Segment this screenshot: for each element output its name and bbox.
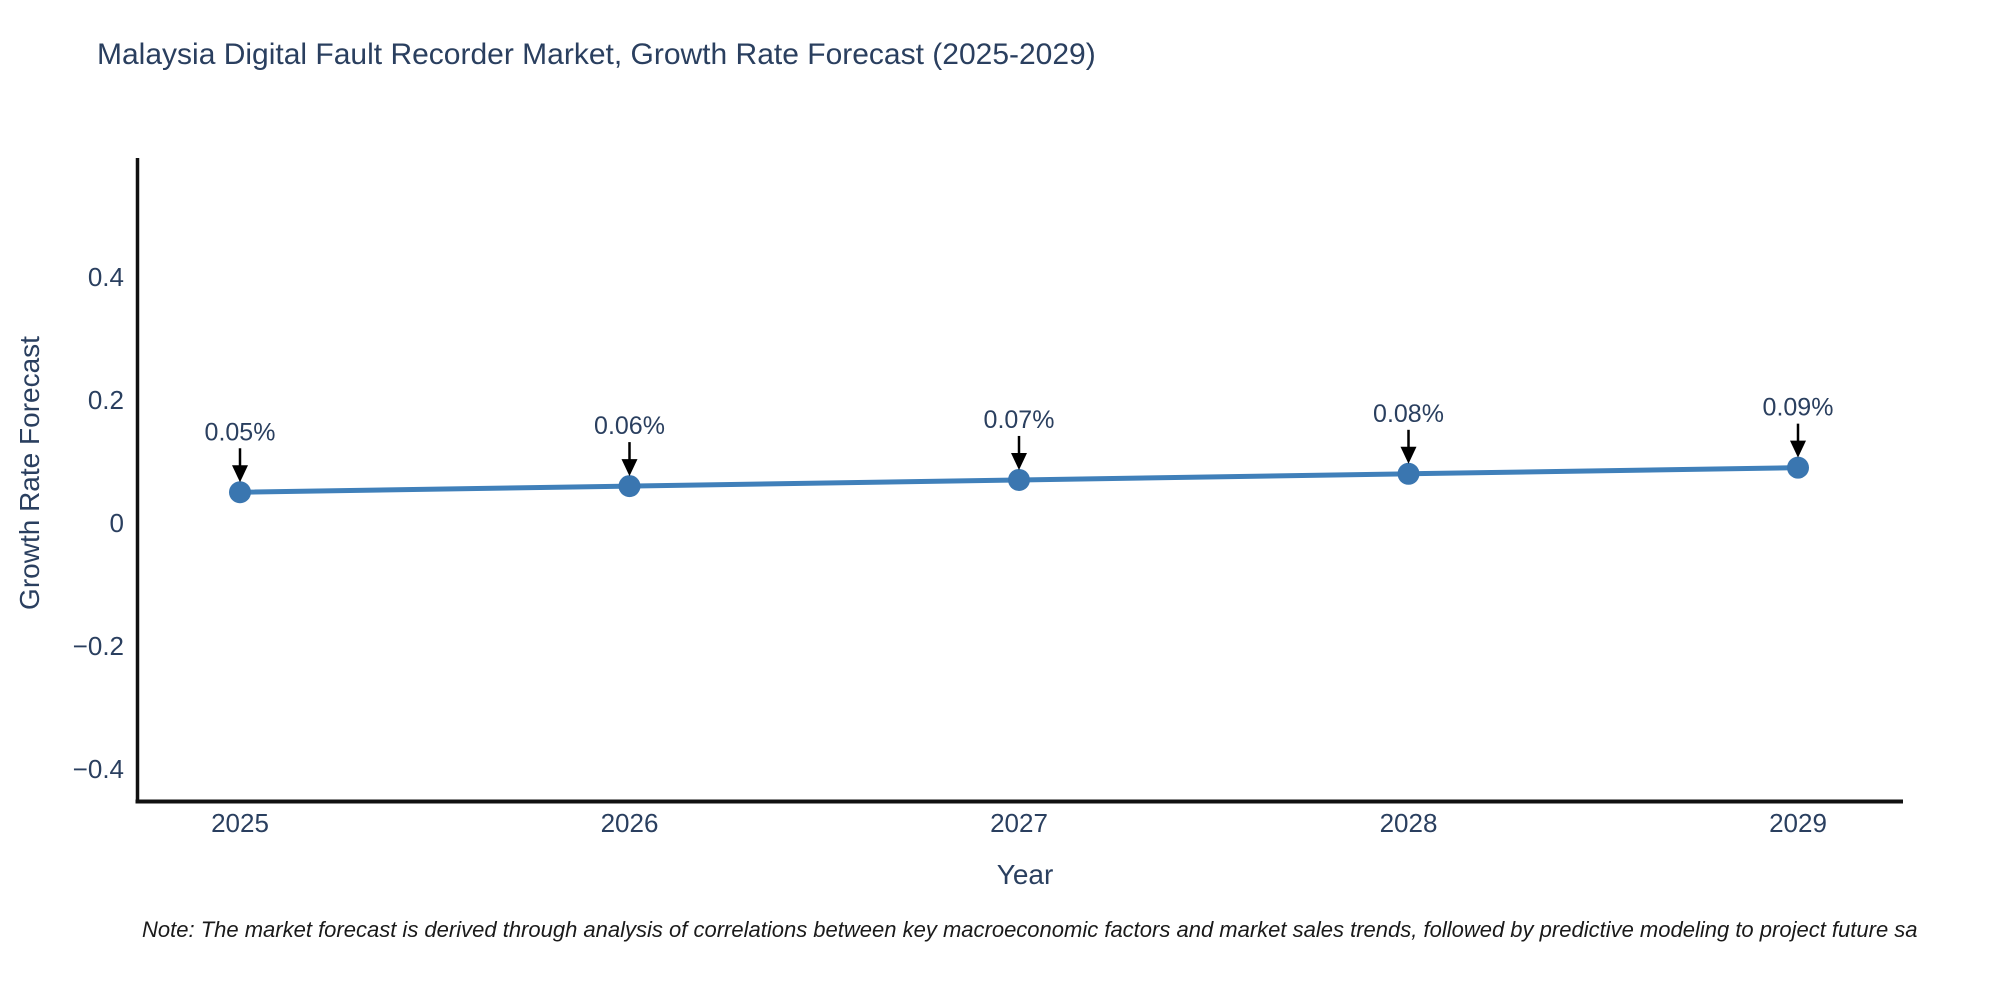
y-tick-label: −0.4 (73, 754, 124, 784)
annotation-arrow-head (1400, 446, 1417, 464)
data-point (618, 475, 641, 498)
footnote: Note: The market forecast is derived thr… (142, 917, 1918, 942)
annotation-arrow-head (621, 459, 638, 477)
data-point-label: 0.07% (984, 406, 1055, 434)
data-point-label: 0.06% (594, 412, 665, 440)
x-tick-label: 2029 (1769, 808, 1827, 838)
y-tick-label: 0.2 (88, 385, 124, 415)
data-point-label: 0.08% (1373, 400, 1444, 428)
annotation-arrow-head (1011, 452, 1027, 470)
x-tick-label: 2025 (211, 808, 269, 838)
data-point (229, 481, 251, 504)
annotation-arrow-head (1790, 440, 1806, 458)
data-point-label: 0.05% (205, 418, 276, 446)
annotation-arrow-head (232, 465, 248, 483)
chart-title: Malaysia Digital Fault Recorder Market, … (97, 38, 1096, 71)
data-point (1397, 462, 1420, 485)
data-point (1008, 468, 1030, 491)
x-tick-label: 2026 (601, 808, 659, 838)
data-point (1787, 456, 1809, 479)
x-tick-label: 2028 (1380, 808, 1438, 838)
y-tick-label: 0.4 (88, 262, 124, 292)
data-point-label: 0.09% (1763, 394, 1834, 422)
y-tick-label: 0 (110, 508, 124, 538)
x-axis-title: Year (996, 859, 1054, 890)
y-tick-label: −0.2 (73, 631, 124, 661)
x-tick-label: 2027 (990, 808, 1048, 838)
